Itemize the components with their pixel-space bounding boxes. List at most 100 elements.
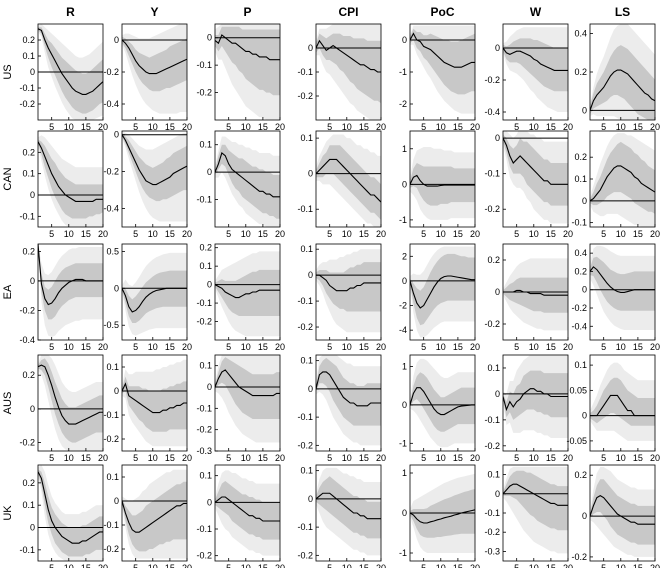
y-tick-label: 0.1 [487,363,500,373]
x-tick-label: 20 [98,563,108,568]
x-tick-label: 10 [342,453,352,463]
y-tick-label: -0.2 [297,550,313,560]
x-tick-label: 15 [165,342,175,352]
y-tick-label: 2 [402,251,407,261]
row-label-us: US [2,64,14,79]
x-tick-label: 20 [98,122,108,132]
median-response-line [122,134,187,186]
x-tick-label: 10 [529,563,539,568]
median-response-line [410,387,475,416]
row-label-ea: EA [2,284,14,299]
y-tick-label: -1 [399,438,407,448]
y-tick-label: -0.4 [571,321,587,331]
median-response-line [215,152,280,198]
y-tick-label: 0.1 [199,140,212,150]
panel-ea-y: -0.5 0 0.5 5 10 15 20 [103,243,192,352]
y-tick-label: 0 [114,386,119,396]
x-tick-label: 20 [563,229,573,239]
x-tick-label: 15 [258,453,268,463]
y-tick-label: -0.2 [196,317,212,327]
x-tick-label: 5 [226,453,231,463]
median-response-line [122,39,187,75]
y-tick-label: 0.2 [22,246,35,256]
panel-us-cpi: -0.2 -0.1 0 5 10 15 20 [297,23,386,132]
column-title-p: P [243,5,251,19]
x-tick-label: 15 [633,342,643,352]
x-tick-label: 10 [64,563,74,568]
axes-frame [121,354,188,452]
x-tick-label: 10 [616,342,626,352]
x-tick-label: 15 [165,122,175,132]
x-tick-label: 15 [359,122,369,132]
x-tick-label: 5 [601,563,606,568]
panel-can-w: -0.2 -0.1 0 5 10 15 20 [484,130,573,239]
y-tick-label: 0 [207,167,212,177]
median-response-line [590,494,655,525]
panel-ea-poc: -4 -2 0 2 5 10 15 20 [399,243,480,352]
y-tick-label: -0.2 [297,322,313,332]
y-tick-label: -0.1 [103,410,119,420]
x-tick-label: 10 [64,122,74,132]
inner-credible-band [503,370,568,420]
x-tick-label: 5 [514,453,519,463]
x-tick-label: 10 [342,229,352,239]
row-label-aus: AUS [2,392,14,415]
y-tick-label: 0.1 [199,361,212,371]
x-tick-label: 15 [453,563,463,568]
inner-credible-band [410,372,475,432]
inner-credible-band [590,479,655,545]
x-tick-label: 10 [64,229,74,239]
x-tick-label: 20 [182,122,192,132]
inner-credible-band [590,377,655,426]
x-tick-label: 5 [421,229,426,239]
panel-ea-p: -0.2 -0.1 0 0.1 0.2 5 10 15 20 [196,243,285,352]
y-tick-label: 0 [495,287,500,297]
x-tick-label: 15 [633,453,643,463]
y-tick-label: -0.1 [196,524,212,534]
x-tick-label: 10 [241,122,251,132]
y-tick-label: 0 [495,489,500,499]
x-tick-label: 5 [421,342,426,352]
panel-ea-ls: -0.4 -0.2 0 0.2 0.4 5 10 15 20 [571,243,660,352]
y-tick-label: -0.3 [484,546,500,556]
panel-can-p: -0.1 0 0.1 5 10 15 20 [196,130,285,239]
y-tick-label: -0.2 [19,99,35,109]
axes-frame [409,130,476,228]
y-tick-label: -0.1 [297,412,313,422]
inner-credible-band [410,253,475,326]
y-tick-label: -0.2 [103,434,119,444]
inner-credible-band [122,132,187,202]
y-tick-label: 0 [207,280,212,290]
y-tick-label: -0.2 [484,441,500,451]
inner-credible-band [122,376,187,432]
y-tick-label: -0.1 [19,83,35,93]
y-tick-label: -1 [399,67,407,77]
panel-can-cpi: -0.1 0 0.1 5 10 15 20 [297,130,386,239]
x-tick-label: 15 [359,563,369,568]
x-tick-label: 20 [182,342,192,352]
x-tick-label: 20 [650,453,660,463]
x-tick-label: 5 [514,229,519,239]
x-tick-label: 5 [133,453,138,463]
x-tick-label: 20 [376,342,386,352]
x-tick-label: 20 [275,563,285,568]
x-tick-label: 10 [148,229,158,239]
x-tick-label: 10 [529,122,539,132]
x-tick-label: 5 [49,122,54,132]
x-tick-label: 10 [529,453,539,463]
row-label-can: CAN [2,167,14,190]
x-tick-label: 15 [258,342,268,352]
column-title-ls: LS [615,5,630,19]
x-tick-label: 5 [514,342,519,352]
y-tick-label: 0 [114,130,119,140]
x-tick-label: 15 [633,229,643,239]
y-tick-label: -0.2 [196,88,212,98]
y-tick-label: -0.1 [297,67,313,77]
y-tick-label: 0 [114,496,119,506]
y-tick-label: -0.2 [103,167,119,177]
y-tick-label: -0.2 [571,552,587,562]
median-response-line [38,141,103,202]
y-tick-label: -0.1 [484,169,500,179]
x-tick-label: 15 [453,342,463,352]
median-response-line [215,34,280,61]
